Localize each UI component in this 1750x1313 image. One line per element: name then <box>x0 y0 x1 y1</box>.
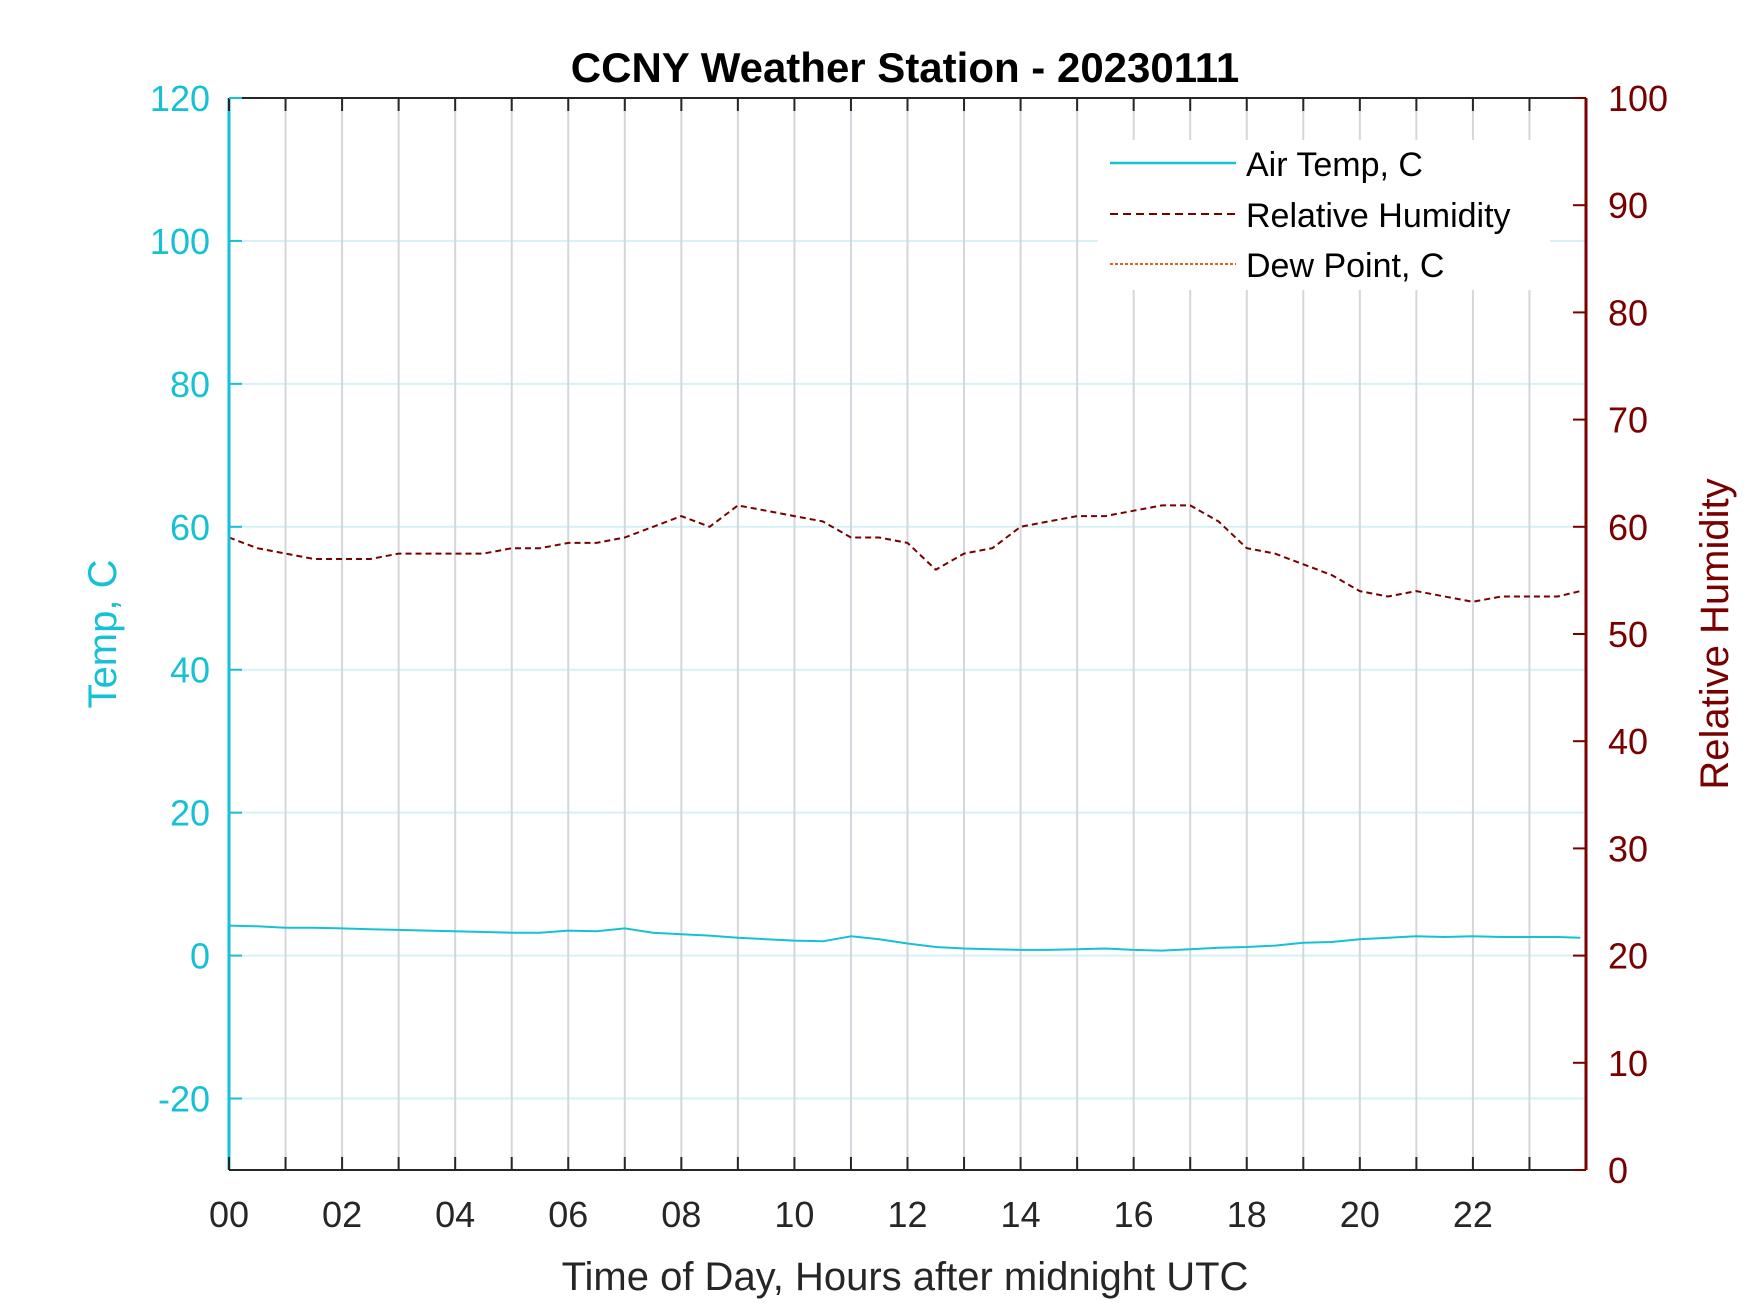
legend: Air Temp, C Relative Humidity Dew Point,… <box>1098 140 1550 290</box>
right-tick-label: 80 <box>1608 292 1648 333</box>
x-tick-label: 14 <box>1001 1194 1041 1235</box>
right-tick-label: 10 <box>1608 1043 1648 1084</box>
x-tick-label: 10 <box>774 1194 814 1235</box>
x-tick-label: 18 <box>1227 1194 1267 1235</box>
left-tick-label: 0 <box>190 936 210 977</box>
right-tick-label: 100 <box>1608 78 1668 119</box>
right-tick-label: 30 <box>1608 828 1648 869</box>
x-tick-label: 08 <box>661 1194 701 1235</box>
series-layer <box>228 504 1581 952</box>
grid-layer <box>229 97 1586 1170</box>
right-tick-label: 90 <box>1608 185 1648 226</box>
legend-label-dew-point: Dew Point, C <box>1246 247 1444 285</box>
x-tick-label: 04 <box>435 1194 475 1235</box>
left-tick-label: 100 <box>150 221 210 262</box>
x-tick-label: 06 <box>548 1194 588 1235</box>
x-tick-label: 22 <box>1453 1194 1493 1235</box>
right-tick-label: 70 <box>1608 400 1648 441</box>
left-tick-label: 60 <box>170 507 210 548</box>
chart-title: CCNY Weather Station - 20230111 <box>571 44 1239 91</box>
left-y-axis-label: Temp, C <box>81 560 125 709</box>
left-tick-label: 80 <box>170 364 210 405</box>
right-tick-label: 0 <box>1608 1150 1628 1191</box>
left-tick-label: 120 <box>150 78 210 119</box>
left-tick-label: 40 <box>170 650 210 691</box>
legend-label-air-temp: Air Temp, C <box>1246 146 1423 184</box>
x-tick-label: 20 <box>1340 1194 1380 1235</box>
legend-background <box>1098 140 1550 290</box>
x-tick-label: 02 <box>322 1194 362 1235</box>
series-line-1 <box>228 924 1581 952</box>
right-tick-label: 40 <box>1608 721 1648 762</box>
legend-label-humidity: Relative Humidity <box>1246 197 1511 235</box>
ticks-layer: 00 02 04 06 08 10 12 14 16 18 20 22-200204060801001… <box>150 78 1668 1235</box>
right-tick-label: 20 <box>1608 936 1648 977</box>
x-tick-label: 16 <box>1114 1194 1154 1235</box>
x-tick-label: 00 <box>209 1194 249 1235</box>
left-tick-label: -20 <box>158 1079 210 1120</box>
x-tick-label: 12 <box>887 1194 927 1235</box>
right-tick-label: 50 <box>1608 614 1648 655</box>
right-tick-label: 60 <box>1608 507 1648 548</box>
right-y-axis-label: Relative Humidity <box>1693 478 1737 789</box>
left-tick-label: 20 <box>170 793 210 834</box>
x-axis-label: Time of Day, Hours after midnight UTC <box>562 1255 1249 1299</box>
series-line-2 <box>228 504 1581 603</box>
